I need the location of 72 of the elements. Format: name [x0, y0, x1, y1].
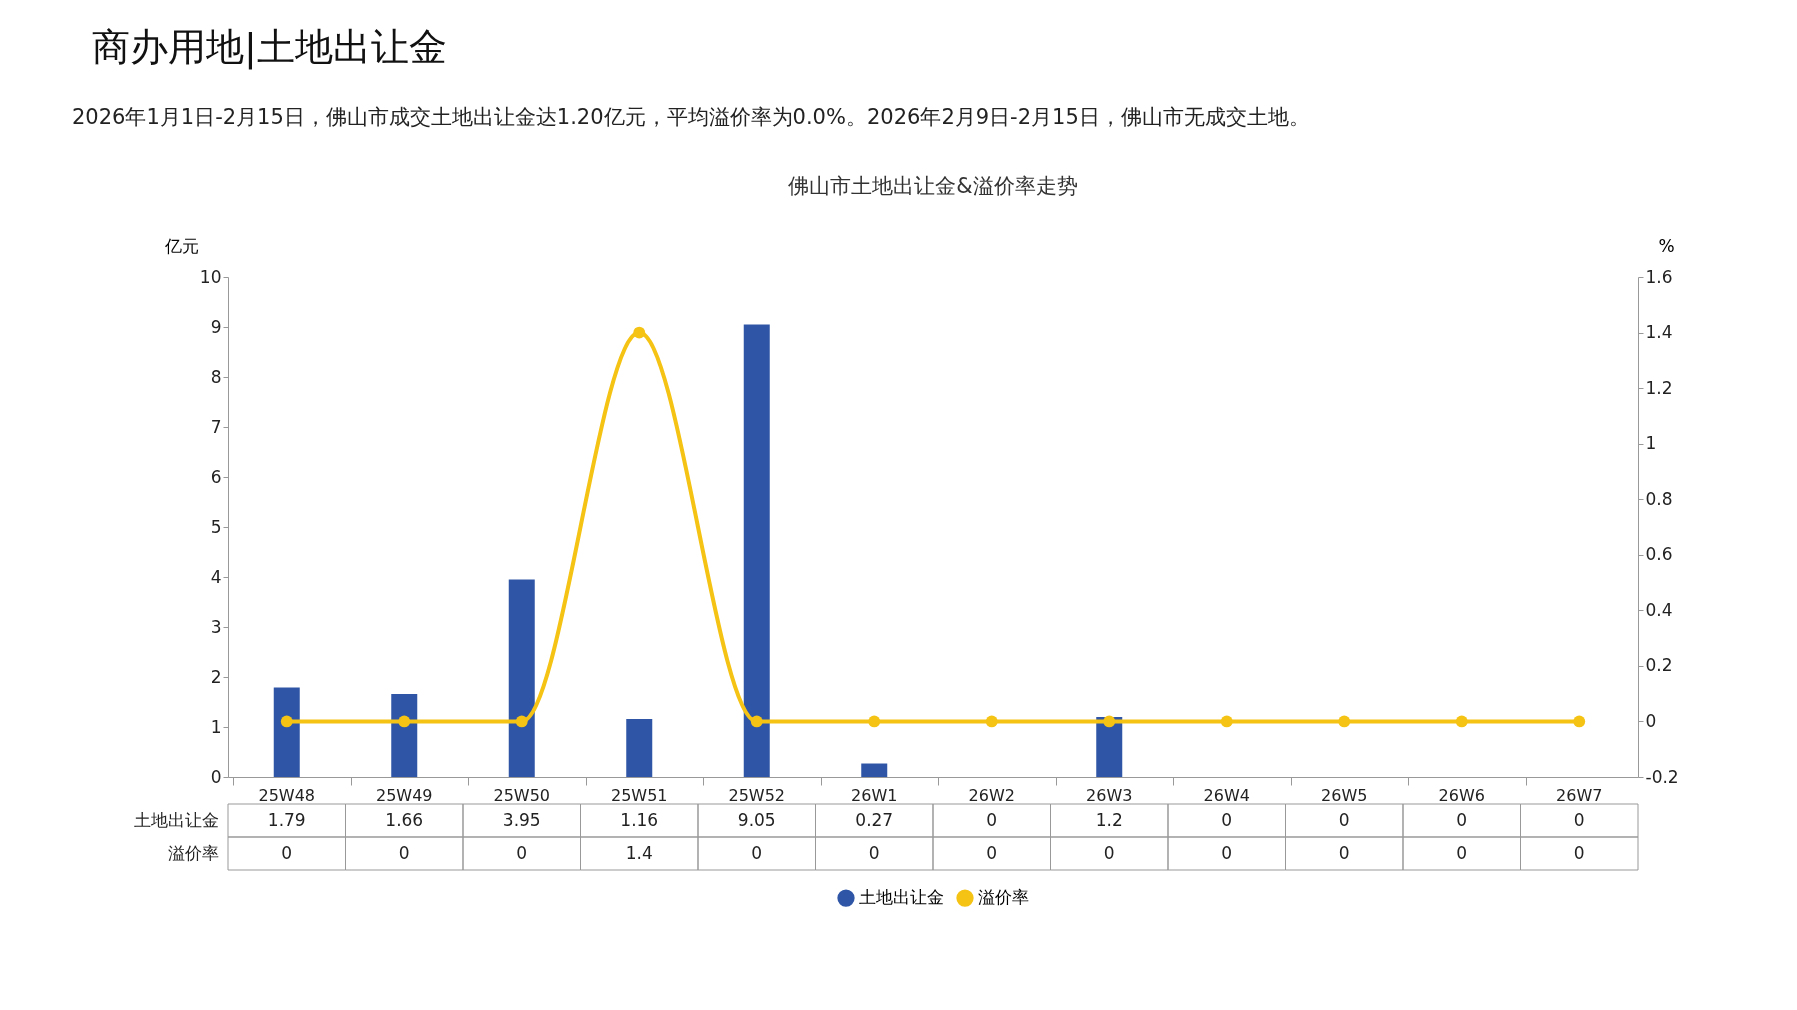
x-tick-label: 26W6: [1438, 785, 1485, 805]
data-label: 0: [1573, 809, 1585, 830]
data-label: 0: [281, 842, 293, 863]
y2-tick-label: 0: [1645, 710, 1657, 731]
data-label: 0: [1456, 842, 1468, 863]
data-label: 0: [398, 842, 410, 863]
x-tick-label: 26W7: [1556, 785, 1603, 805]
text: 商办用地|土地出让金: [92, 24, 448, 72]
x-tick-label: 26W3: [1086, 785, 1133, 805]
y2-tick-label: 0.6: [1645, 544, 1673, 565]
data-label: 1.16: [620, 809, 659, 830]
y-axis-title: 亿元: [163, 235, 199, 256]
y-tick-label: 2: [210, 666, 222, 687]
y2-tick-label: -0.2: [1645, 766, 1679, 787]
data-label: 0: [1103, 842, 1115, 863]
y2-axis-title: %: [1658, 235, 1675, 256]
data-label: 1.4: [625, 842, 653, 863]
y-tick-label: 9: [210, 316, 222, 337]
data-label: 0: [986, 842, 998, 863]
x-tick-label: 26W2: [968, 785, 1015, 805]
x-tick-label: 26W4: [1203, 785, 1250, 805]
y-tick-label: 3: [210, 616, 222, 637]
x-tick-label: 25W51: [610, 785, 668, 805]
x-tick-label: 25W48: [258, 785, 316, 805]
text: 溢价率: [167, 842, 219, 863]
data-label: 0: [1456, 809, 1468, 830]
y-tick-label: 1: [210, 716, 222, 737]
data-label: 0.27: [855, 809, 894, 830]
y2-tick-label: 1.2: [1645, 377, 1673, 398]
data-label: 0: [1338, 809, 1350, 830]
y-tick-label: 8: [210, 366, 222, 387]
x-tick-label: 25W52: [728, 785, 786, 805]
data-label: 1.2: [1095, 809, 1123, 830]
y2-tick-label: 0.4: [1645, 599, 1673, 620]
bar: [743, 324, 770, 777]
y-tick-label: 0: [210, 766, 222, 787]
data-label: 0: [868, 842, 880, 863]
y-tick-label: 10: [199, 266, 222, 287]
bar: [626, 719, 653, 777]
y2-tick-label: 1: [1645, 433, 1657, 454]
data-label: 0: [1338, 842, 1350, 863]
chart-title: 佛山市土地出让金&溢价率走势: [788, 174, 1078, 198]
data-label: 0: [986, 809, 998, 830]
y-tick-label: 4: [210, 566, 222, 587]
y-tick-label: 7: [210, 416, 222, 437]
legend-label: 土地出让金: [859, 887, 944, 908]
y-tick-label: 6: [210, 466, 222, 487]
bar: [508, 579, 535, 777]
data-label: 3.95: [502, 809, 541, 830]
data-label: 9.05: [737, 809, 776, 830]
bar: [391, 694, 418, 777]
text: 土地出让金: [133, 809, 219, 830]
y2-tick-label: 1.6: [1645, 266, 1673, 287]
data-label: 1.66: [385, 809, 424, 830]
data-label: 0: [1221, 842, 1233, 863]
data-label: 1.79: [267, 809, 306, 830]
data-label: 0: [1221, 809, 1233, 830]
data-label: 0: [751, 842, 763, 863]
legend-label: 溢价率: [978, 887, 1029, 908]
text: 2026年1月1日-2月15日，佛山市成交土地出让金达1.20亿元，平均溢价率为0.0%。2026年2月9日-2月15日，佛山市无成交土地。: [72, 104, 1311, 131]
data-label: 0: [1573, 842, 1585, 863]
y2-tick-label: 0.2: [1645, 655, 1673, 676]
x-tick-label: 26W1: [851, 785, 898, 805]
y-tick-label: 5: [210, 516, 222, 537]
x-tick-label: 26W5: [1321, 785, 1368, 805]
x-tick-label: 25W49: [375, 785, 433, 805]
bar: [273, 687, 300, 777]
y2-tick-label: 0.8: [1645, 488, 1673, 509]
x-tick-label: 25W50: [493, 785, 551, 805]
bar: [861, 763, 888, 777]
y2-tick-label: 1.4: [1645, 322, 1673, 343]
data-label: 0: [516, 842, 528, 863]
